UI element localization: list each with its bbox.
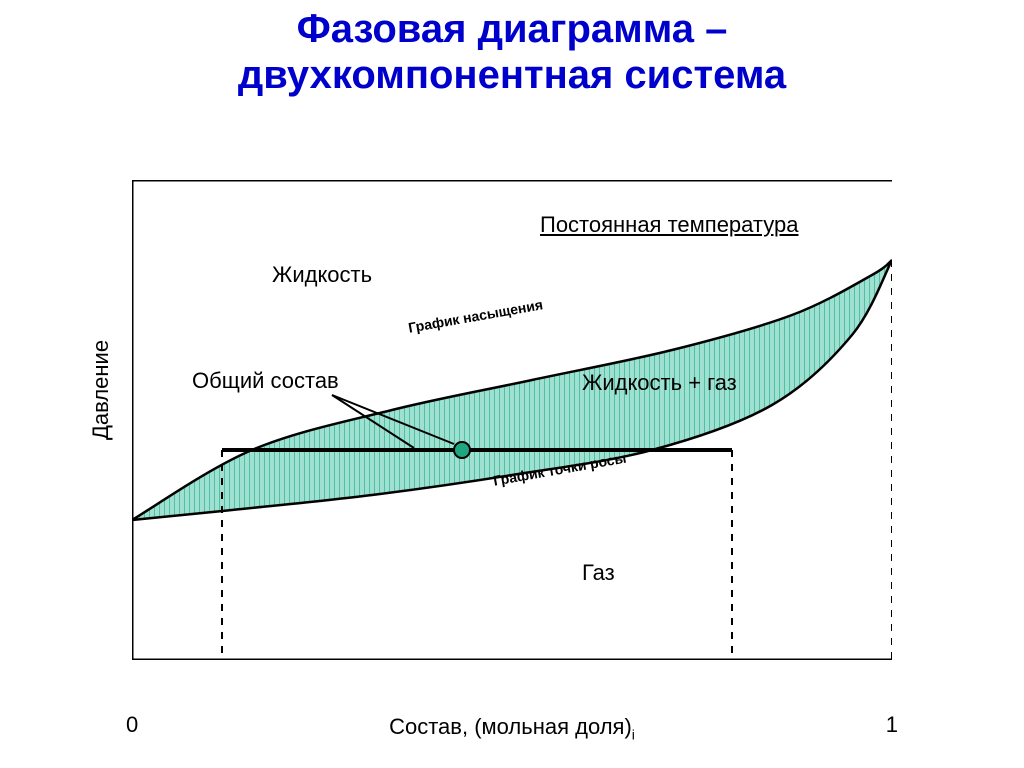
label-gas: Газ	[582, 560, 615, 586]
label-liquid: Жидкость	[272, 262, 372, 288]
diagram-svg	[132, 180, 892, 660]
title-line-2: двухкомпонентная система	[238, 53, 786, 97]
title-line-1: Фазовая диаграмма –	[297, 7, 728, 51]
label-overall-composition: Общий состав	[192, 368, 339, 394]
page-title: Фазовая диаграмма – двухкомпонентная сис…	[0, 0, 1024, 98]
x-tick-1: 1	[886, 712, 898, 738]
x-axis-label: Состав, (мольная доля)i	[132, 714, 892, 742]
x-axis-label-main: Состав, (мольная доля)	[389, 714, 632, 739]
x-axis-label-sub: i	[632, 726, 635, 742]
label-liquid-plus-gas: Жидкость + газ	[582, 370, 737, 396]
x-tick-0: 0	[126, 712, 138, 738]
y-axis-label: Давление	[88, 340, 114, 440]
label-constant-temperature: Постоянная температура	[540, 212, 798, 238]
phase-diagram: Давление Состав, (мольная доля)i 0 1 Пос…	[132, 180, 892, 700]
